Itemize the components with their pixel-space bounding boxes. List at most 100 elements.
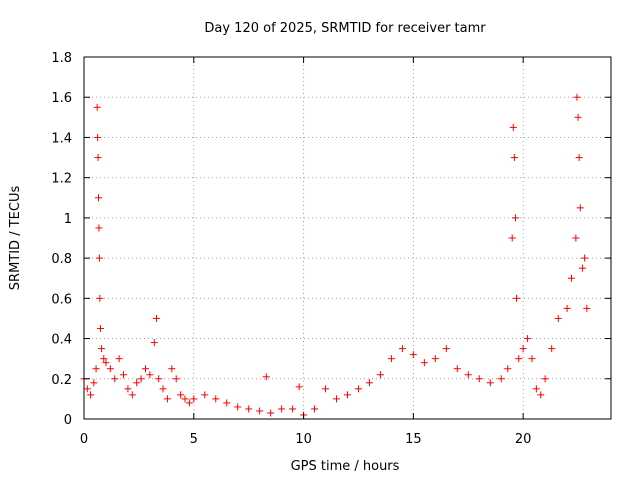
data-point (90, 379, 98, 387)
data-point (168, 365, 176, 373)
data-point (289, 405, 297, 413)
data-point (578, 264, 586, 272)
data-point (322, 385, 330, 393)
data-point (504, 365, 512, 373)
data-point (510, 154, 518, 162)
data-point (137, 375, 145, 383)
data-point (141, 365, 149, 373)
data-point (537, 391, 545, 399)
data-point (574, 113, 582, 121)
data-point (96, 325, 104, 332)
data-point (464, 371, 472, 379)
data-point (185, 399, 193, 407)
data-point (409, 351, 417, 359)
y-tick-label: 0 (64, 413, 72, 428)
data-point (583, 304, 591, 312)
data-point (94, 194, 102, 202)
data-point (115, 355, 123, 363)
data-point (163, 395, 171, 403)
data-point (420, 359, 428, 367)
x-tick-label: 20 (515, 432, 532, 447)
data-point (573, 93, 581, 101)
data-point (181, 395, 189, 403)
data-point (95, 224, 103, 232)
data-point (486, 379, 494, 387)
data-point (94, 133, 102, 141)
data-point (262, 373, 270, 381)
data-point (159, 385, 167, 393)
data-point (387, 355, 395, 363)
data-point (354, 385, 362, 393)
y-tick-label: 1 (64, 212, 72, 227)
data-point (120, 371, 128, 379)
data-point (92, 365, 100, 373)
data-point (155, 375, 163, 383)
y-tick-label: 0.2 (51, 373, 72, 388)
data-point (431, 355, 439, 363)
data-point (94, 154, 102, 162)
data-point (172, 375, 180, 383)
data-point (554, 314, 562, 322)
y-tick-label: 0.8 (51, 252, 72, 267)
data-point (576, 204, 584, 212)
data-point (528, 355, 536, 363)
data-point (267, 409, 275, 417)
data-point (548, 345, 556, 353)
data-point (541, 375, 549, 383)
chart-title: Day 120 of 2025, SRMTID for receiver tam… (204, 21, 486, 36)
data-point (453, 365, 461, 373)
data-point (575, 154, 583, 162)
data-point (508, 234, 516, 242)
y-tick-label: 0.4 (51, 333, 72, 348)
data-point (124, 385, 132, 393)
data-point (190, 395, 198, 403)
data-point (128, 391, 136, 399)
data-point (152, 314, 160, 322)
data-point (223, 399, 231, 407)
data-point (133, 379, 141, 387)
y-tick-label: 1.8 (51, 51, 72, 66)
x-tick-label: 0 (80, 432, 88, 447)
data-point (511, 214, 519, 222)
data-point (83, 385, 91, 393)
plot-frame (83, 56, 612, 420)
y-tick-label: 1.6 (51, 91, 72, 106)
data-point (146, 371, 154, 379)
data-point (111, 375, 119, 383)
data-point (295, 383, 303, 391)
data-point (475, 375, 483, 383)
data-point (497, 375, 505, 383)
x-tick-label: 15 (405, 432, 422, 447)
data-point (563, 304, 571, 312)
data-point (96, 294, 104, 302)
data-point (567, 274, 575, 282)
data-point (519, 345, 527, 353)
data-point (509, 123, 517, 131)
data-point (201, 391, 209, 399)
data-point (95, 254, 103, 262)
data-point (581, 254, 589, 262)
data-point (524, 335, 532, 343)
data-point (311, 405, 319, 413)
y-axis-label: SRMTID / TECUs (8, 186, 23, 291)
data-point (333, 395, 341, 403)
data-point (98, 345, 106, 353)
data-point (93, 103, 101, 111)
x-tick-label: 10 (295, 432, 312, 447)
grid-layer (84, 57, 611, 419)
data-point (532, 385, 540, 393)
ticks-layer: 0 5 10 15 20 0 0.2 0.4 0.6 0.8 1 1.2 1.4 1.6 1.8 (51, 51, 611, 447)
data-points (80, 93, 591, 419)
data-point (102, 359, 110, 367)
data-point (376, 371, 384, 379)
data-point (256, 407, 264, 415)
y-tick-label: 0.6 (51, 292, 72, 307)
data-point (365, 379, 373, 387)
data-point (515, 355, 523, 363)
data-point (212, 395, 220, 403)
data-point (177, 391, 185, 399)
data-point (398, 345, 406, 353)
x-tick-label: 5 (190, 432, 198, 447)
data-point (278, 405, 286, 413)
